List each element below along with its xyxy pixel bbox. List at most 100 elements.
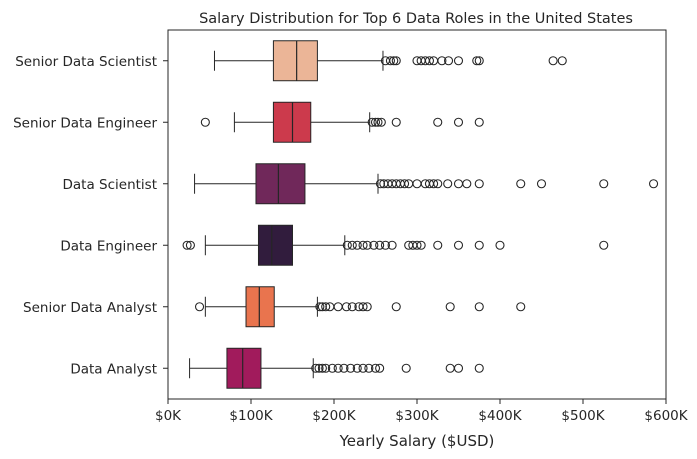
box-group xyxy=(213,40,567,82)
outlier-point xyxy=(474,56,484,66)
outlier-point xyxy=(495,240,505,250)
outlier-point xyxy=(321,363,331,373)
box-iqr xyxy=(226,347,262,389)
y-tick-label: Data Analyst xyxy=(70,361,157,377)
outlier-point xyxy=(472,56,482,66)
outlier-point xyxy=(548,56,558,66)
outlier-point xyxy=(341,302,352,312)
x-tick-label: $300K xyxy=(395,408,439,424)
outlier-point xyxy=(536,179,547,189)
outlier-point xyxy=(453,117,464,127)
outlier-point xyxy=(599,240,609,250)
outlier-point xyxy=(474,179,484,189)
outlier-point xyxy=(453,179,464,189)
box-iqr xyxy=(245,286,275,328)
outlier-point xyxy=(443,56,454,66)
outlier-point xyxy=(429,179,439,189)
outlier-point xyxy=(416,240,426,250)
outlier-point xyxy=(445,302,455,312)
outlier-point xyxy=(362,240,372,250)
outlier-point xyxy=(358,302,368,312)
outlier-point xyxy=(453,240,464,250)
plot-frame xyxy=(167,29,667,400)
box-group xyxy=(194,286,526,328)
outlier-point xyxy=(364,363,374,373)
outlier-point xyxy=(185,240,195,250)
outlier-point xyxy=(412,240,422,250)
x-tick-label: $400K xyxy=(478,408,522,424)
outlier-point xyxy=(342,240,352,250)
box-group xyxy=(189,347,484,389)
outlier-point xyxy=(362,302,372,312)
outlier-point xyxy=(339,363,349,373)
outlier-point xyxy=(474,117,484,127)
outlier-point xyxy=(399,179,410,189)
outlier-point xyxy=(474,363,484,373)
outlier-point xyxy=(401,363,411,373)
outlier-point xyxy=(424,56,435,66)
y-tick-label: Senior Data Scientist xyxy=(15,54,157,70)
outlier-point xyxy=(369,240,379,250)
outlier-point xyxy=(387,240,397,250)
outlier-point xyxy=(391,117,401,127)
outlier-point xyxy=(194,302,205,312)
y-tick-label: Senior Data Engineer xyxy=(13,115,157,131)
box-iqr xyxy=(255,163,306,205)
y-tick-label: Senior Data Analyst xyxy=(23,300,157,316)
outlier-point xyxy=(445,363,455,373)
outlier-point xyxy=(375,363,385,373)
outlier-point xyxy=(391,302,401,312)
y-axis: Senior Data Scientist Senior Data Enginee… xyxy=(13,54,168,377)
x-axis-label: Yearly Salary ($USD) xyxy=(339,432,495,450)
outlier-point xyxy=(433,117,443,127)
y-tick-label: Data Scientist xyxy=(63,177,158,193)
x-tick-label: $0K xyxy=(155,408,182,424)
outlier-point xyxy=(516,302,526,312)
outlier-point xyxy=(358,240,368,250)
outlier-point xyxy=(346,363,356,373)
outlier-point xyxy=(443,179,453,189)
x-tick-label: $500K xyxy=(561,408,605,424)
outlier-point xyxy=(437,56,447,66)
outlier-point xyxy=(311,363,321,373)
outlier-point xyxy=(474,302,484,312)
outlier-point xyxy=(367,117,377,127)
outlier-point xyxy=(385,56,395,66)
outlier-point xyxy=(648,179,659,189)
outlier-point xyxy=(373,117,383,127)
outlier-point xyxy=(375,240,385,250)
outlier-point xyxy=(317,363,327,373)
outlier-point xyxy=(333,302,343,312)
outlier-point xyxy=(391,56,401,66)
outlier-point xyxy=(333,363,343,373)
box-iqr xyxy=(257,224,293,266)
outlier-point xyxy=(462,179,472,189)
outlier-point xyxy=(433,179,443,189)
outlier-point xyxy=(370,117,381,127)
plot-area xyxy=(182,40,659,389)
outlier-point xyxy=(376,117,386,127)
outlier-point xyxy=(453,56,464,66)
outlier-point xyxy=(358,363,368,373)
x-tick-label: $200K xyxy=(312,408,356,424)
box-group xyxy=(182,224,609,266)
outlier-point xyxy=(314,363,324,373)
outlier-point xyxy=(315,302,325,312)
outlier-point xyxy=(380,240,391,250)
outlier-point xyxy=(474,240,484,250)
y-tick-label: Data Engineer xyxy=(60,238,157,254)
outlier-point xyxy=(412,179,422,189)
outlier-point xyxy=(327,363,337,373)
outlier-point xyxy=(347,302,357,312)
outlier-point xyxy=(321,302,331,312)
outlier-point xyxy=(200,117,210,127)
outlier-point xyxy=(347,240,357,250)
outlier-point xyxy=(389,56,399,66)
x-tick-label: $600K xyxy=(644,408,688,424)
outlier-point xyxy=(352,240,362,250)
outlier-point xyxy=(557,56,567,66)
outlier-point xyxy=(433,240,443,250)
box-group xyxy=(200,101,484,143)
box-group xyxy=(194,163,659,205)
